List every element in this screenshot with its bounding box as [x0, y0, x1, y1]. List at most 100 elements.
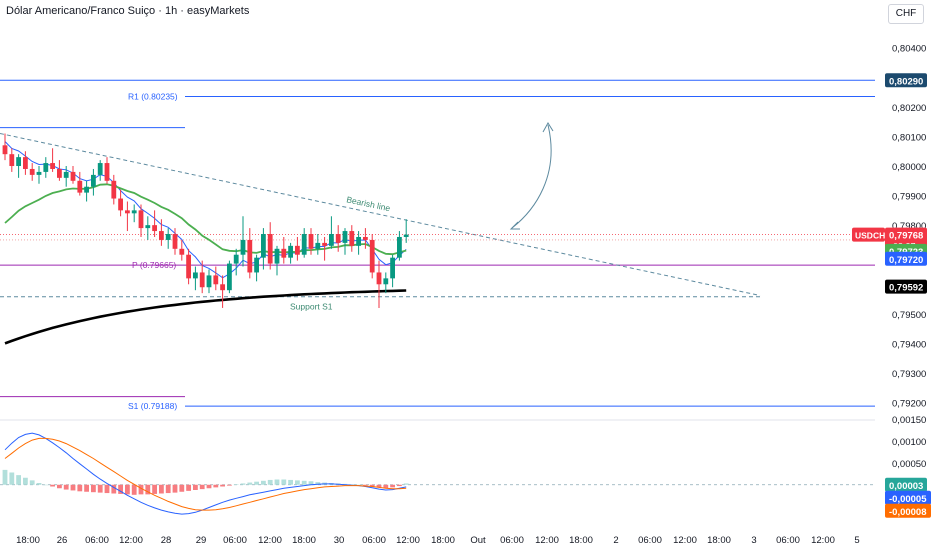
macd-histogram-bar — [50, 484, 55, 487]
candle-body — [16, 157, 21, 167]
candle-body — [36, 171, 42, 175]
projection-arrow-head-up — [542, 122, 554, 133]
time-tick-label: 5 — [854, 535, 859, 546]
time-tick-label: 18:00 — [569, 535, 593, 546]
macd-histogram-bar — [172, 484, 178, 493]
candle-body — [301, 234, 307, 255]
price-tick-label: 0,80100 — [892, 132, 926, 143]
signal-value-tag-bg — [885, 503, 931, 518]
macd-histogram-bar — [349, 484, 355, 485]
time-tick-label: 30 — [334, 535, 345, 546]
candle-body — [342, 231, 348, 243]
ema-black-line — [4, 289, 407, 345]
time-tick-label: 26 — [57, 535, 68, 546]
macd-histogram-bar — [179, 484, 185, 492]
time-tick-label: 18:00 — [431, 535, 455, 546]
macd-histogram-bar — [57, 484, 62, 489]
macd-histogram-bar — [152, 484, 157, 494]
chart-title: Dólar Americano/Franco Suiço · 1h · easy… — [6, 5, 250, 17]
candle-body — [152, 225, 157, 232]
candle-body — [131, 210, 137, 214]
ema-blue-tag: 0,79720 — [889, 255, 923, 266]
r1-label: R1 (0.80235) — [128, 92, 178, 102]
macd-histogram-bar — [63, 484, 69, 490]
candle-body — [84, 186, 89, 193]
macd-histogram-bar — [77, 484, 83, 492]
time-tick-label: 06:00 — [223, 535, 247, 546]
level-lines — [0, 79, 875, 407]
macd-histogram-bar — [70, 484, 76, 491]
candle-body — [29, 168, 35, 175]
macd-histogram-bar — [199, 484, 205, 490]
time-tick-label: 3 — [751, 535, 756, 546]
macd-tick-label: 0,00150 — [892, 415, 926, 426]
candle-body — [186, 254, 191, 279]
macd-histogram-bar — [356, 484, 361, 486]
candle-body — [172, 234, 178, 249]
s1-label: S1 (0.79188) — [128, 401, 177, 411]
time-tick-label: 18:00 — [292, 535, 316, 546]
macd-histogram-bar — [84, 484, 89, 492]
price-tick-label: 0,80400 — [892, 44, 926, 55]
candle-body — [281, 248, 287, 258]
macd-value-tag: -0,00005 — [889, 494, 927, 505]
price-tick-label: 0,79900 — [892, 192, 926, 203]
macd-histogram-bar — [267, 479, 273, 485]
time-tick-label: 06:00 — [362, 535, 386, 546]
time-tick-label: 06:00 — [776, 535, 800, 546]
macd-histogram-bar — [288, 479, 293, 485]
ema-black-tag: 0,79592 — [889, 283, 923, 294]
candle-body — [329, 234, 334, 246]
candle-body — [356, 236, 361, 246]
macd-histogram-bar — [145, 484, 151, 495]
macd-histogram-bar — [403, 483, 409, 485]
axes: 0,804000,803000,802000,801000,800000,799… — [16, 44, 926, 546]
price-tick-label: 0,79300 — [892, 369, 926, 380]
signal-value-tag: -0,00008 — [889, 507, 927, 518]
time-tick-label: 12:00 — [811, 535, 835, 546]
candle-body — [254, 257, 259, 273]
bearish-line — [0, 132, 761, 297]
ema-blue-tag-bg — [885, 251, 927, 266]
macd-histogram-bar — [104, 484, 110, 494]
candle-body — [227, 263, 232, 291]
candle-body — [145, 225, 151, 229]
macd-histogram-bar — [2, 469, 8, 485]
candle-body — [390, 257, 395, 279]
candle-body — [267, 234, 273, 264]
candle-body — [397, 236, 402, 258]
candle-body — [97, 163, 103, 175]
price-tick-label: 0,80000 — [892, 162, 926, 173]
candle-body — [376, 272, 382, 285]
candle-body — [220, 284, 225, 291]
time-tick-label: 06:00 — [85, 535, 109, 546]
candle-body — [50, 163, 55, 169]
macd-tick-label: 0,00100 — [892, 437, 926, 448]
macd-value-tag-bg — [885, 490, 931, 505]
macd-histogram-tag: 0,00003 — [889, 481, 923, 492]
time-tick-label: 28 — [161, 535, 172, 546]
macd-histogram-bar — [274, 479, 280, 485]
candle-body — [2, 145, 8, 155]
macd-histogram-bar — [390, 484, 395, 488]
candle-body — [104, 163, 110, 181]
currency-button[interactable]: CHF — [888, 4, 924, 24]
top-line-tag-bg — [885, 73, 927, 88]
macd-histogram-bar — [16, 475, 21, 485]
macd-histogram-bar — [159, 484, 164, 494]
symbol-tag-bg — [852, 227, 885, 242]
candle-body — [193, 272, 198, 279]
candle-body — [335, 234, 341, 243]
candle-body — [403, 234, 409, 237]
projection-arrow — [511, 124, 552, 229]
time-tick-label: 06:00 — [638, 535, 662, 546]
macd-histogram-bar — [301, 480, 307, 485]
candle-body — [349, 231, 355, 246]
candle-body — [274, 248, 280, 264]
candle-body — [383, 278, 389, 285]
candle-body — [179, 248, 185, 255]
candle-body — [213, 275, 219, 285]
macd-histogram-bar — [43, 484, 49, 486]
time-tick-label: 12:00 — [396, 535, 420, 546]
